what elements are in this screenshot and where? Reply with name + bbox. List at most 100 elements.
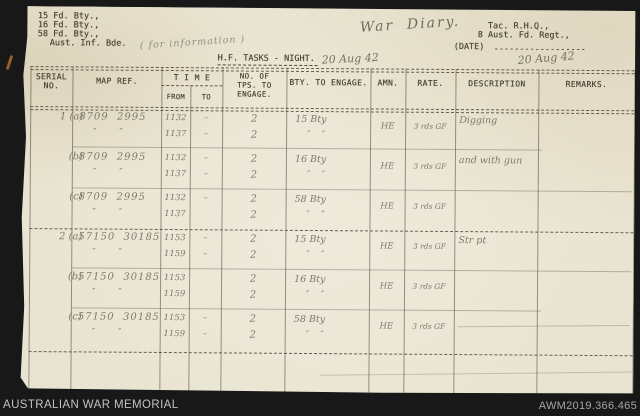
time-from-entry: 1137 xyxy=(164,208,186,220)
serial-entry: (c) xyxy=(69,191,83,203)
ditto-mark: ″ ″ xyxy=(306,169,326,181)
time-from-entry: 1159 xyxy=(163,328,186,340)
time-from-entry: 1159 xyxy=(163,248,186,260)
task-group: (c) 57150 30185 ″ ″ 1153 – 2 1159 – 2 58… xyxy=(20,308,634,352)
col-header-serial: SERIAL xyxy=(35,72,68,82)
time-to-entry: – xyxy=(202,313,208,324)
tps-entry: 2 xyxy=(250,169,258,181)
time-to-entry: – xyxy=(203,129,209,140)
ditto-mark: ″ ″ xyxy=(305,329,324,341)
serial-entry: (b) xyxy=(67,271,83,283)
time-from-entry: 1153 xyxy=(163,272,186,284)
col-header-from: FROM xyxy=(166,93,186,102)
col-header-tps: TPS. TO xyxy=(237,80,272,90)
time-to-entry: – xyxy=(202,249,208,260)
ditto-mark: ″ ″ xyxy=(92,207,123,218)
map-ref-entry: 57150 30185 xyxy=(77,311,160,323)
ditto-mark: ″ ″ xyxy=(92,167,123,178)
pencil-info-note: ( for information ) xyxy=(139,33,246,52)
form-title: H.F. TASKS - NIGHT. xyxy=(218,53,318,66)
serial-entry: 1 (a) xyxy=(59,111,84,123)
time-to-entry: – xyxy=(203,169,209,180)
time-to-entry: – xyxy=(203,193,208,204)
document-scan: 15 Fd. Bty., 16 Fd. Bty., 58 Fd. Bty., A… xyxy=(19,6,636,395)
description-entry xyxy=(458,275,554,276)
time-from-entry: 1132 xyxy=(164,113,187,124)
task-group: 1 (a) 8709 2995 ″ ″ 1132 – 2 1137 – 2 15… xyxy=(21,108,635,152)
table-line xyxy=(161,85,222,86)
ditto-mark: ″ ″ xyxy=(91,287,122,298)
map-ref-entry: 8709 2995 xyxy=(78,191,146,203)
time-to-entry: – xyxy=(203,113,209,124)
tps-entry: 2 xyxy=(250,209,257,221)
tps-entry: 2 xyxy=(249,329,256,341)
map-ref-entry: 8709 2995 xyxy=(78,151,147,163)
tps-entry: 2 xyxy=(250,193,257,205)
col-header-map-ref: MAP REF. xyxy=(96,76,138,86)
description-entry: Digging xyxy=(459,115,498,127)
time-to-entry: – xyxy=(203,233,208,244)
time-from-entry: 1153 xyxy=(164,232,186,244)
pencil-date-left: 20 Aug 42 xyxy=(321,51,379,67)
tps-entry: 2 xyxy=(250,153,258,165)
time-from-entry: 1132 xyxy=(164,152,187,164)
date-label: (DATE) xyxy=(453,42,485,53)
task-group: (b) 57150 30185 ″ ″ 1153 2 1159 2 16 Bty… xyxy=(20,268,634,312)
ditto-mark: ″ ″ xyxy=(307,129,326,141)
amn-entry: HE xyxy=(380,121,395,132)
tps-entry: 2 xyxy=(249,273,257,285)
ditto-mark: ″ ″ xyxy=(91,327,122,338)
institution-caption: AUSTRALIAN WAR MEMORIAL xyxy=(3,399,179,411)
amn-entry: HE xyxy=(379,321,394,332)
orange-edge-mark xyxy=(5,54,14,71)
col-header-tps: ENGAGE. xyxy=(237,89,272,99)
description-entry xyxy=(458,315,554,316)
bty-entry: 16 Bty xyxy=(294,153,327,166)
time-from-entry: 1137 xyxy=(164,168,187,180)
description-entry: Str pt xyxy=(458,235,487,247)
pencil-stroke xyxy=(319,372,631,376)
serial-entry: 2 (a) xyxy=(59,231,83,243)
map-ref-entry: 57150 30185 xyxy=(78,231,161,243)
serial-entry: (c) xyxy=(68,311,82,323)
time-from-entry: 1153 xyxy=(163,312,186,324)
tps-entry: 2 xyxy=(249,289,257,301)
col-header-bty: BTY. TO ENGAGE. xyxy=(289,77,368,88)
time-from-entry: 1159 xyxy=(163,288,186,300)
time-from-entry: 1137 xyxy=(164,129,187,140)
tps-entry: 2 xyxy=(250,249,257,261)
bty-entry: 58 Bty xyxy=(294,193,326,206)
serial-entry: (b) xyxy=(68,151,83,163)
col-header-tps: NO. OF xyxy=(239,71,270,81)
ditto-mark: ″ ″ xyxy=(93,127,123,138)
bty-entry: 15 Bty xyxy=(294,233,326,246)
tps-entry: 2 xyxy=(249,313,257,325)
rate-entry: 3 rds GF xyxy=(413,121,447,131)
tps-entry: 2 xyxy=(250,113,258,125)
bty-entry: 58 Bty xyxy=(293,313,326,326)
col-header-rate: RATE. xyxy=(417,78,444,88)
amn-entry: HE xyxy=(379,281,394,292)
ditto-mark: ″ ″ xyxy=(306,209,325,221)
col-header-serial: NO. xyxy=(43,81,60,91)
bty-entry: 16 Bty xyxy=(294,273,326,286)
ditto-mark: ″ ″ xyxy=(305,289,325,301)
tps-entry: 2 xyxy=(250,233,257,245)
time-to-entry: – xyxy=(202,329,207,340)
task-group: 2 (a) 57150 30185 ″ ″ 1153 – 2 1159 – 2 … xyxy=(20,228,634,272)
tps-entry: 2 xyxy=(250,129,258,141)
amn-entry: HE xyxy=(380,201,394,212)
col-header-amn: AMN. xyxy=(377,78,399,88)
addressee-line: Aust. Inf. Bde. xyxy=(49,38,127,49)
ditto-mark: ″ ″ xyxy=(306,249,325,261)
task-group: (b) 8709 2995 ″ ″ 1132 – 2 1137 – 2 16 B… xyxy=(21,148,635,192)
time-to-entry: – xyxy=(203,153,209,164)
description-entry: and with gun xyxy=(458,155,523,167)
rate-entry: 3 rds GF xyxy=(412,321,446,331)
map-ref-entry: 8709 2995 xyxy=(79,111,147,123)
pencil-war-diary: War Diary. xyxy=(359,13,461,36)
rate-entry: 3 rds GF xyxy=(412,281,446,291)
col-header-remarks: REMARKS. xyxy=(565,79,608,90)
map-ref-entry: 57150 30185 xyxy=(78,271,161,283)
